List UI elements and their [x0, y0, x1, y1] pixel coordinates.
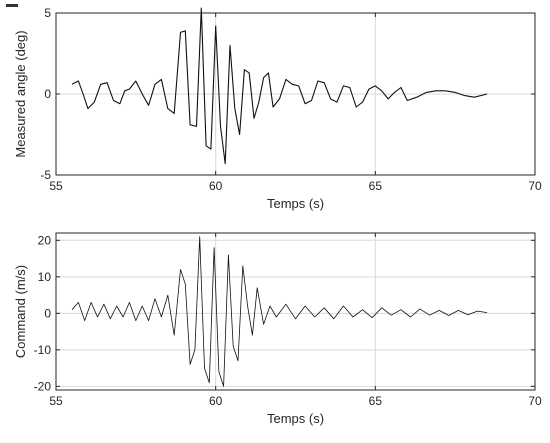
chart-command: 55 60 65 70 -20 -10 0 10 20 Temps (s) Command (m/s… [13, 232, 542, 426]
corner-mark [6, 4, 18, 7]
command-ytick-label-3: 10 [38, 270, 52, 284]
command-xlabel: Temps (s) [267, 411, 324, 426]
command-ytick-label-0: -20 [34, 379, 52, 393]
command-xtick-label-2: 65 [369, 394, 383, 408]
angle-series-line-0 [71, 7, 488, 165]
command-xtick-label-3: 70 [528, 394, 542, 408]
command-series-line-0 [71, 236, 488, 387]
command-ylabel: Command (m/s) [13, 265, 28, 358]
angle-xtick-label-0: 55 [49, 179, 63, 193]
command-xtick-label-1: 60 [209, 394, 223, 408]
angle-ytick-label-0: -5 [40, 168, 51, 182]
command-ytick-label-1: -10 [34, 343, 52, 357]
command-axes-box [55, 232, 536, 391]
command-ytick-label-4: 20 [38, 233, 52, 247]
angle-ytick-label-2: 5 [44, 6, 51, 20]
angle-xtick-label-3: 70 [528, 179, 542, 193]
chart-measured-angle: 55 60 65 70 -5 0 5 Temps (s) Measured angle (deg… [13, 6, 542, 211]
angle-xtick-label-2: 65 [369, 179, 383, 193]
angle-ytick-label-1: 0 [44, 87, 51, 101]
angle-xlabel: Temps (s) [267, 196, 324, 211]
angle-xtick-label-1: 60 [209, 179, 223, 193]
command-xtick-label-0: 55 [49, 394, 63, 408]
angle-ylabel: Measured angle (deg) [13, 30, 28, 157]
command-ytick-label-2: 0 [44, 306, 51, 320]
